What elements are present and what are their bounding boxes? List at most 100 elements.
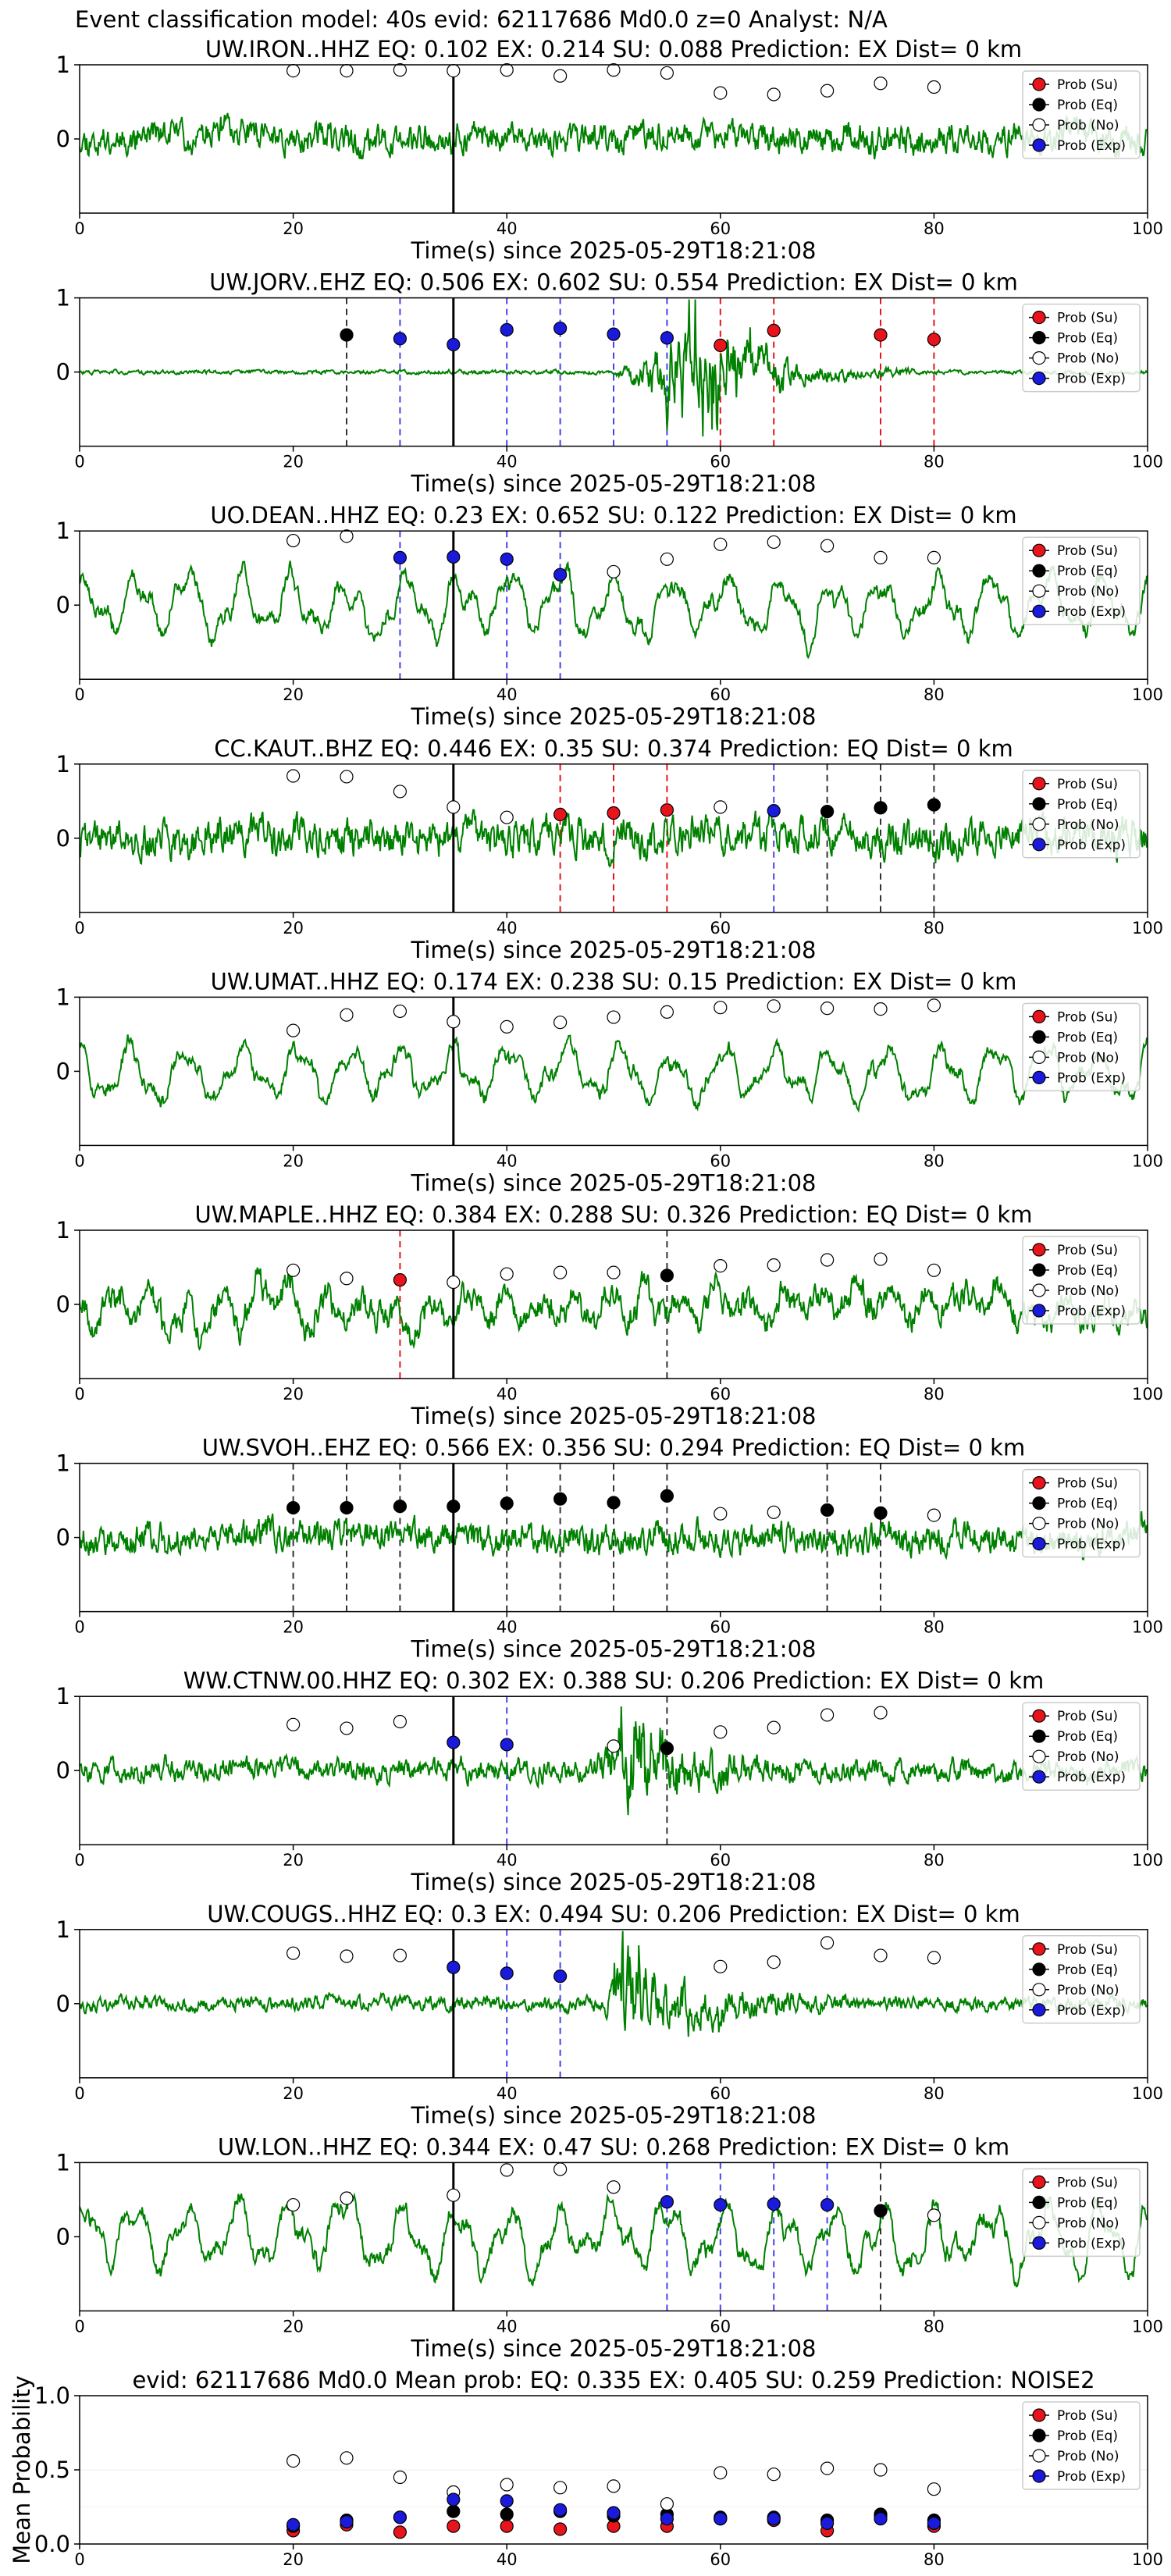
x-tick-label: 100 xyxy=(1132,2317,1163,2336)
prob-point-eq xyxy=(820,804,835,819)
x-tick-label: 0 xyxy=(74,685,84,704)
prob-point-eq xyxy=(660,1742,674,1756)
x-tick-label: 80 xyxy=(924,2550,945,2569)
panel-title: UW.SVOH..EHZ EQ: 0.566 EX: 0.356 SU: 0.2… xyxy=(202,1435,1025,1461)
prob-point-exp xyxy=(500,1966,514,1980)
prob-point-no xyxy=(607,564,621,579)
prob-point-exp xyxy=(393,550,408,565)
legend-marker-eq xyxy=(1032,1729,1046,1743)
legend-marker-eq xyxy=(1032,797,1046,811)
legend-label-eq: Prob (Eq) xyxy=(1057,1496,1118,1512)
legend-label-no: Prob (No) xyxy=(1057,1517,1119,1532)
mean-point-no xyxy=(287,2454,301,2468)
legend-label-su: Prob (Su) xyxy=(1057,2175,1118,2190)
prob-point-su xyxy=(553,807,568,822)
legend-marker-no xyxy=(1032,118,1046,132)
prob-point-no xyxy=(607,1010,621,1024)
legend-marker-eq xyxy=(1032,331,1046,345)
prob-point-exp xyxy=(500,322,514,337)
mean-point-exp xyxy=(820,2516,835,2530)
mean-point-exp xyxy=(500,2494,514,2508)
y-tick-label: 1 xyxy=(56,1683,70,1710)
x-axis-label: Time(s) since 2025-05-29T18:21:08 xyxy=(411,1636,817,1663)
prob-point-exp xyxy=(500,1738,514,1752)
prob-point-no xyxy=(607,63,621,77)
legend-marker-no xyxy=(1032,1516,1046,1531)
prob-point-eq xyxy=(393,1500,408,1514)
mean-point-exp xyxy=(714,2512,728,2526)
legend-label-su: Prob (Su) xyxy=(1057,77,1118,93)
waveform-trace xyxy=(80,1267,1148,1351)
waveform-trace xyxy=(80,1706,1148,1816)
prob-point-no xyxy=(874,1252,888,1266)
legend-marker-eq xyxy=(1032,1496,1046,1510)
x-axis-label: Time(s) since 2025-05-29T18:21:08 xyxy=(411,703,817,730)
prob-point-no xyxy=(287,2197,301,2212)
legend-label-eq: Prob (Eq) xyxy=(1057,98,1118,113)
prob-point-no xyxy=(660,66,674,80)
prob-point-no xyxy=(553,1265,568,1279)
x-axis-label: Time(s) since 2025-05-29T18:21:08 xyxy=(411,937,817,963)
x-tick-label: 0 xyxy=(74,1385,84,1404)
legend-label-no: Prob (No) xyxy=(1057,584,1119,600)
legend-label-su: Prob (Su) xyxy=(1057,777,1118,792)
panel-8: WW.CTNW.00.HHZ EQ: 0.302 EX: 0.388 SU: 0… xyxy=(56,1667,1164,1895)
x-tick-label: 20 xyxy=(283,453,304,471)
y-axis-label: Mean Probability xyxy=(9,2375,35,2564)
x-tick-label: 80 xyxy=(924,219,945,238)
prob-point-no xyxy=(714,1507,728,1521)
x-tick-label: 60 xyxy=(710,685,731,704)
x-tick-label: 0 xyxy=(74,1851,84,1870)
prob-point-no xyxy=(660,1005,674,1019)
prob-point-no xyxy=(393,1948,408,1962)
panel-1: UW.IRON..HHZ EQ: 0.102 EX: 0.214 SU: 0.0… xyxy=(56,36,1164,264)
mean-point-no xyxy=(927,2482,941,2496)
prob-point-eq xyxy=(500,1496,514,1510)
legend-marker-exp xyxy=(1032,2003,1046,2017)
mean-point-su xyxy=(553,2522,568,2536)
legend-marker-exp xyxy=(1032,1070,1046,1085)
panel-title: CC.KAUT..BHZ EQ: 0.446 EX: 0.35 SU: 0.37… xyxy=(214,735,1013,762)
x-tick-label: 40 xyxy=(497,219,518,238)
legend-label-exp: Prob (Exp) xyxy=(1057,1304,1126,1319)
mean-point-exp xyxy=(553,2503,568,2517)
y-tick-label: 0 xyxy=(56,2223,70,2250)
prob-point-su xyxy=(874,328,888,342)
legend-box xyxy=(1022,1002,1141,1092)
x-tick-label: 100 xyxy=(1132,219,1163,238)
panel-title: UW.JORV..EHZ EQ: 0.506 EX: 0.602 SU: 0.5… xyxy=(209,269,1018,296)
panel-3: UO.DEAN..HHZ EQ: 0.23 EX: 0.652 SU: 0.12… xyxy=(56,502,1164,730)
prob-point-exp xyxy=(714,2197,728,2212)
legend-label-exp: Prob (Exp) xyxy=(1057,372,1126,387)
legend-marker-no xyxy=(1032,1283,1046,1297)
prob-point-no xyxy=(447,63,461,78)
prob-point-no xyxy=(393,1714,408,1729)
x-tick-label: 60 xyxy=(710,2084,731,2103)
mean-point-eq xyxy=(500,2507,514,2521)
mean-point-no xyxy=(767,2467,781,2482)
legend-label-no: Prob (No) xyxy=(1057,1283,1119,1299)
x-tick-label: 0 xyxy=(74,2084,84,2103)
prob-point-su xyxy=(660,803,674,817)
prob-point-no xyxy=(714,1001,728,1015)
legend-label-su: Prob (Su) xyxy=(1057,1009,1118,1025)
prob-point-no xyxy=(287,1946,301,1960)
prob-point-su xyxy=(393,1273,408,1287)
prob-point-no xyxy=(287,1263,301,1277)
mean-point-su xyxy=(447,2519,461,2533)
prob-point-no xyxy=(874,1706,888,1720)
legend-marker-su xyxy=(1032,2408,1046,2422)
waveform-trace xyxy=(80,809,1148,868)
prob-point-su xyxy=(714,338,728,352)
prob-point-eq xyxy=(287,1500,301,1515)
prob-point-no xyxy=(340,770,354,784)
legend-label-su: Prob (Su) xyxy=(1057,1942,1118,1958)
prob-point-no xyxy=(287,63,301,78)
legend-box xyxy=(1022,2168,1141,2258)
x-tick-label: 40 xyxy=(497,1618,518,1637)
x-tick-label: 100 xyxy=(1132,2084,1163,2103)
legend-marker-no xyxy=(1032,351,1046,365)
x-tick-label: 20 xyxy=(283,2550,304,2569)
y-tick-label: 0 xyxy=(56,1525,70,1551)
mean-point-no xyxy=(340,2451,354,2465)
